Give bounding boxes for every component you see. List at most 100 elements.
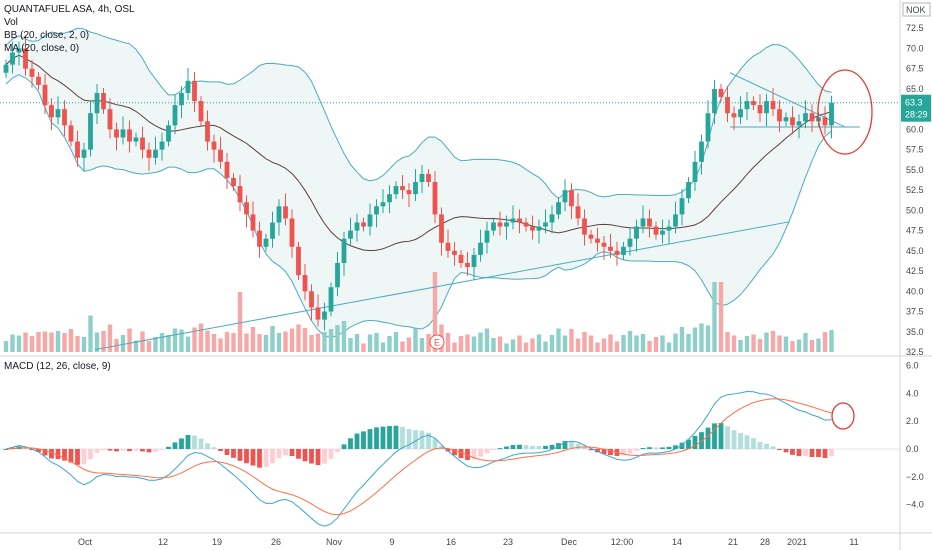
volume-bar [244,333,249,352]
macd-histogram-bar [458,449,464,459]
macd-histogram-bar [751,438,756,449]
price-tick-label: 35.0 [906,327,924,337]
volume-bar [387,336,392,352]
macd-histogram-bar [211,447,217,449]
volume-bar [465,334,470,352]
volume-bar [699,323,704,352]
candle-body [796,121,802,126]
macd-histogram-bar [146,449,152,453]
candle-body [582,218,587,235]
volume-bar [198,323,204,352]
macd-histogram-bar [653,447,659,449]
volume-bar [770,331,776,352]
candle-body [517,218,522,223]
volume-bar [744,336,750,352]
candle-body [23,48,28,69]
volume-bar [829,330,834,352]
candle-body [257,230,262,247]
volume-bar [341,321,347,352]
macd-histogram-bar [224,449,230,455]
volume-bar [16,335,22,352]
macd-histogram-bar [140,449,145,452]
macd-axis-labels: 6.0 4.0 2.0 0.0 −2.0 −4.0 [906,361,924,510]
volume-bar [75,336,80,352]
price-tick-label: 47.5 [906,226,924,236]
macd-histogram-bar [413,430,418,449]
price-tick-label: 67.5 [906,64,924,74]
candle-body [458,254,464,263]
time-tick-label: Oct [78,537,93,547]
macd-histogram-bar [322,449,327,464]
volume-bar [569,329,574,352]
volume-bar [94,332,100,352]
volume-bar [718,282,724,352]
candle-body [75,141,80,158]
event-marker-circle [429,334,445,350]
candle-body [250,214,256,231]
price-tick-label: 52.5 [906,185,924,195]
macd-histogram-bar [42,449,48,456]
time-tick-label: 9 [389,537,394,547]
candle-body [42,84,48,106]
candle-body [822,117,828,126]
volume-bar [432,272,438,352]
macd-histogram-bar [803,449,808,457]
candle-body [491,222,496,231]
macd-histogram-bar [673,445,678,449]
price-tick-label: 50.0 [906,205,924,215]
macd-histogram-bar [777,449,782,451]
volume-bar [556,328,561,352]
macd-histogram-bar [504,446,509,449]
price-badge-countdown: 28:29 [905,110,928,120]
candle-body [478,242,483,255]
macd-histogram-bar [244,449,249,464]
volume-bar [595,342,600,352]
macd-histogram-bar [237,449,243,461]
volume-bar [562,335,568,352]
volume-bar [237,292,243,352]
volume-bar [257,334,262,352]
volume-bar [68,329,74,352]
price-tick-label: 72.5 [906,23,924,33]
macd-tick-label: −2.0 [906,472,924,482]
volume-bar [413,328,418,352]
volume-bar [653,337,659,352]
candle-body [36,76,41,85]
macd-line [5,391,832,527]
candle-body [705,113,711,142]
macd-histogram-bar [712,423,717,449]
candle-body [367,214,373,227]
symbol-title: QUANTAFUEL ASA, 4h, OSL [4,4,135,15]
macd-histogram-bar [783,449,789,453]
candle-body [185,80,191,93]
volume-bar [725,332,730,352]
volume-bar [705,325,711,352]
volume-bar [120,335,126,352]
candle-body [783,117,789,122]
macd-histogram-bar [250,449,256,466]
candle-body [205,121,210,142]
macd-histogram-bar [94,449,100,453]
candle-body [575,206,581,219]
volume-bar [3,341,9,352]
volume-bar [315,333,321,352]
price-tick-label: 60.0 [906,124,924,134]
macd-histogram-bar [387,426,392,449]
time-tick-label: 12:00 [611,537,634,547]
macd-histogram-bar [3,449,9,450]
volume-bar [692,327,698,352]
macd-histogram-bar [263,449,269,467]
volume-bar [588,335,594,352]
macd-histogram-bar [55,449,61,460]
event-marker-label: E [434,338,440,348]
candle-body [296,246,301,276]
time-tick-label: Dec [561,537,578,547]
macd-histogram-bar [829,449,834,456]
macd-tick-label: 0.0 [906,444,919,454]
price-tick-label: 70.0 [906,43,924,53]
candle-body [536,226,542,231]
candle-body [29,68,35,77]
volume-bar [458,336,464,352]
candle-body [764,101,769,114]
